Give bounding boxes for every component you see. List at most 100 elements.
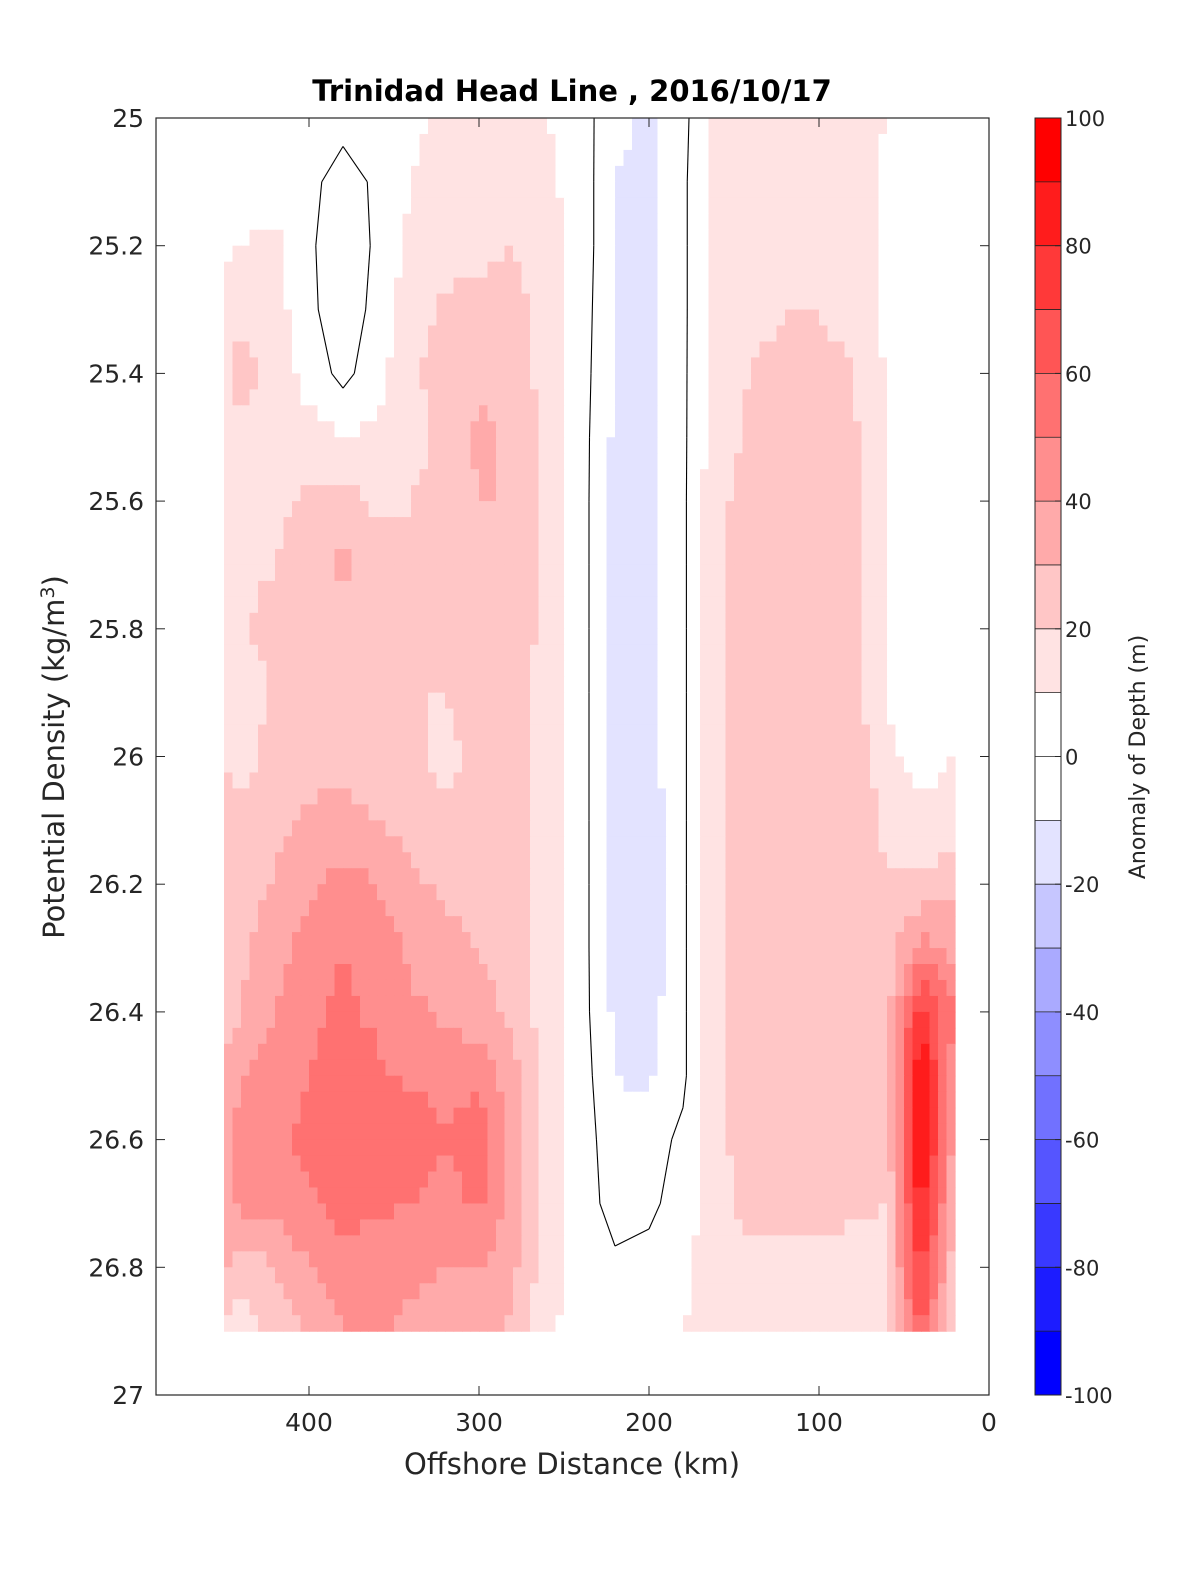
contour-cell <box>453 133 463 151</box>
contour-cell <box>377 724 387 742</box>
contour-cell <box>343 788 353 805</box>
contour-cell <box>470 501 480 518</box>
contour-cell <box>462 309 472 327</box>
contour-cell <box>623 309 633 327</box>
contour-cell <box>428 580 438 598</box>
contour-cell <box>785 628 795 646</box>
contour-cell <box>946 868 956 885</box>
contour-cell <box>912 437 922 454</box>
contour-cell <box>385 229 395 247</box>
contour-cell <box>343 916 353 933</box>
contour-cell <box>394 245 404 263</box>
contour-cell <box>870 948 880 965</box>
contour-cell <box>691 469 701 486</box>
contour-cell <box>708 740 718 758</box>
contour-cell <box>249 756 259 774</box>
contour-cell <box>649 708 659 726</box>
contour-cell <box>241 357 251 374</box>
contour-cell <box>904 373 914 390</box>
contour-cell <box>249 1043 259 1061</box>
contour-cell <box>309 995 319 1013</box>
contour-cell <box>623 740 633 758</box>
contour-cell <box>751 309 761 327</box>
contour-cell <box>734 1011 744 1029</box>
contour-cell <box>496 948 506 965</box>
contour-cell <box>734 900 744 917</box>
contour-cell <box>555 373 565 390</box>
contour-cell <box>708 149 718 167</box>
contour-cell <box>258 692 268 710</box>
contour-cell <box>581 485 591 502</box>
contour-cell <box>411 533 421 550</box>
contour-cell <box>623 772 633 790</box>
contour-cell <box>581 213 591 231</box>
contour-cell <box>666 900 676 917</box>
contour-cell <box>674 309 684 327</box>
contour-cell <box>334 133 344 151</box>
contour-cell <box>377 564 387 582</box>
contour-cell <box>640 868 650 885</box>
contour-cell <box>445 820 455 837</box>
contour-cell <box>878 1027 888 1045</box>
contour-cell <box>564 1011 574 1029</box>
contour-cell <box>428 1027 438 1045</box>
contour-cell <box>683 133 693 151</box>
contour-cell <box>504 995 514 1013</box>
contour-cell <box>453 548 463 566</box>
contour-cell <box>810 389 820 406</box>
contour-cell <box>343 548 353 566</box>
contour-cell <box>946 724 956 742</box>
contour-cell <box>377 852 387 869</box>
contour-cell <box>887 964 897 981</box>
contour-cell <box>700 405 710 422</box>
contour-cell <box>878 437 888 454</box>
contour-cell <box>445 357 455 374</box>
contour-cell <box>768 995 778 1013</box>
contour-cell <box>938 756 948 774</box>
contour-cell <box>742 900 752 917</box>
contour-cell <box>895 357 905 374</box>
contour-cell <box>360 692 370 710</box>
contour-cell <box>360 916 370 933</box>
contour-cell <box>224 1011 234 1029</box>
contour-cell <box>717 517 727 534</box>
contour-cell <box>929 533 939 550</box>
contour-cell <box>691 772 701 790</box>
contour-cell <box>521 405 531 422</box>
contour-cell <box>751 437 761 454</box>
contour-cell <box>428 868 438 885</box>
contour-cell <box>462 405 472 422</box>
contour-cell <box>436 788 446 805</box>
contour-cell <box>411 213 421 231</box>
contour-cell <box>317 197 327 215</box>
contour-cell <box>266 197 276 215</box>
contour-cell <box>793 708 803 726</box>
contour-cell <box>572 357 582 374</box>
contour-cell <box>496 437 506 454</box>
contour-cell <box>785 676 795 694</box>
contour-cell <box>513 118 523 135</box>
contour-cell <box>326 660 336 678</box>
contour-cell <box>708 900 718 917</box>
contour-cell <box>751 916 761 933</box>
contour-cell <box>802 979 812 997</box>
contour-cell <box>623 868 633 885</box>
contour-cell <box>462 964 472 981</box>
contour-cell <box>521 373 531 390</box>
contour-cell <box>360 229 370 247</box>
contour-cell <box>513 596 523 614</box>
contour-cell <box>581 628 591 646</box>
contour-cell <box>785 405 795 422</box>
contour-cell <box>623 708 633 726</box>
contour-cell <box>360 564 370 582</box>
contour-cell <box>734 149 744 167</box>
contour-cell <box>870 979 880 997</box>
contour-cell <box>487 533 497 550</box>
contour-cell <box>436 485 446 502</box>
contour-cell <box>946 181 956 199</box>
contour-cell <box>470 149 480 167</box>
contour-cell <box>751 979 761 997</box>
contour-cell <box>657 995 667 1013</box>
contour-cell <box>275 1043 285 1061</box>
contour-cell <box>360 612 370 630</box>
